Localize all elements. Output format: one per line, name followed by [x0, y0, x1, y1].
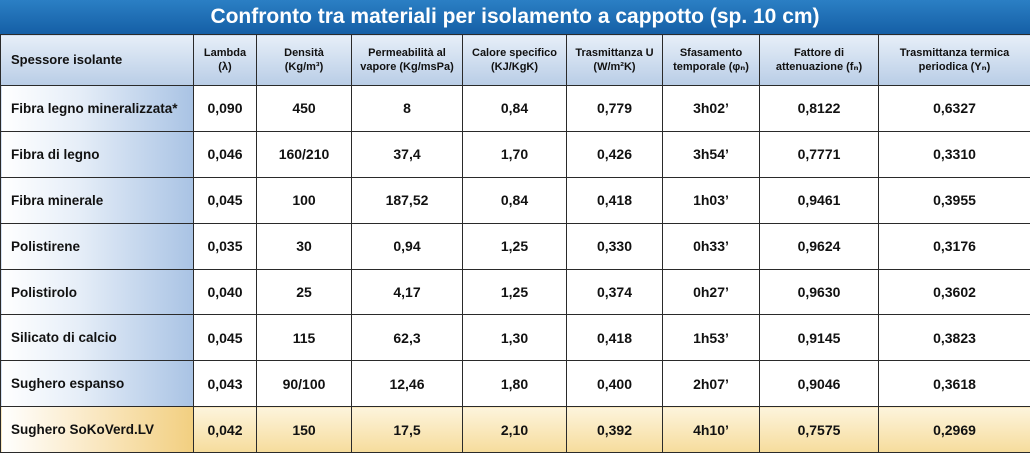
header-row: Spessore isolante Lambda (λ) Densità (Kg…	[1, 35, 1030, 86]
cell-vapour-permeability: 187,52	[352, 177, 463, 223]
cell-time-shift: 0h33’	[663, 223, 760, 269]
cell-periodic-transmittance: 0,2969	[879, 407, 1030, 453]
row-material-name: Polistirolo	[1, 269, 194, 315]
cell-attenuation-factor: 0,7771	[760, 131, 879, 177]
cell-attenuation-factor: 0,7575	[760, 407, 879, 453]
table-row: Fibra di legno 0,046 160/210 37,4 1,70 0…	[1, 131, 1030, 177]
cell-transmittance-u: 0,426	[567, 131, 663, 177]
cell-periodic-transmittance: 0,3955	[879, 177, 1030, 223]
cell-periodic-transmittance: 0,3602	[879, 269, 1030, 315]
cell-specific-heat: 0,84	[463, 86, 567, 132]
cell-specific-heat: 1,30	[463, 315, 567, 361]
cell-density: 30	[257, 223, 352, 269]
cell-attenuation-factor: 0,9630	[760, 269, 879, 315]
table-row: Polistirene 0,035 30 0,94 1,25 0,330 0h3…	[1, 223, 1030, 269]
cell-periodic-transmittance: 0,6327	[879, 86, 1030, 132]
header-material: Spessore isolante	[1, 35, 194, 86]
header-density: Densità (Kg/m³)	[257, 35, 352, 86]
row-material-name: Silicato di calcio	[1, 315, 194, 361]
cell-specific-heat: 1,25	[463, 223, 567, 269]
header-specific-heat: Calore specifico (KJ/KgK)	[463, 35, 567, 86]
cell-time-shift: 1h03’	[663, 177, 760, 223]
cell-specific-heat: 0,84	[463, 177, 567, 223]
cell-time-shift: 0h27’	[663, 269, 760, 315]
cell-lambda: 0,045	[194, 315, 257, 361]
cell-lambda: 0,045	[194, 177, 257, 223]
cell-time-shift: 3h54’	[663, 131, 760, 177]
table-row: Sughero espanso 0,043 90/100 12,46 1,80 …	[1, 361, 1030, 407]
cell-vapour-permeability: 4,17	[352, 269, 463, 315]
cell-specific-heat: 1,25	[463, 269, 567, 315]
row-material-name: Polistirene	[1, 223, 194, 269]
cell-attenuation-factor: 0,9461	[760, 177, 879, 223]
cell-specific-heat: 1,70	[463, 131, 567, 177]
cell-periodic-transmittance: 0,3618	[879, 361, 1030, 407]
cell-transmittance-u: 0,418	[567, 177, 663, 223]
cell-lambda: 0,035	[194, 223, 257, 269]
row-material-name: Sughero espanso	[1, 361, 194, 407]
cell-attenuation-factor: 0,8122	[760, 86, 879, 132]
cell-density: 115	[257, 315, 352, 361]
cell-lambda: 0,043	[194, 361, 257, 407]
cell-transmittance-u: 0,392	[567, 407, 663, 453]
row-material-name: Fibra di legno	[1, 131, 194, 177]
materials-comparison-table: Spessore isolante Lambda (λ) Densità (Kg…	[0, 34, 1030, 453]
cell-transmittance-u: 0,374	[567, 269, 663, 315]
cell-transmittance-u: 0,400	[567, 361, 663, 407]
cell-specific-heat: 1,80	[463, 361, 567, 407]
cell-periodic-transmittance: 0,3823	[879, 315, 1030, 361]
header-lambda: Lambda (λ)	[194, 35, 257, 86]
cell-transmittance-u: 0,330	[567, 223, 663, 269]
table-row: Fibra minerale 0,045 100 187,52 0,84 0,4…	[1, 177, 1030, 223]
cell-vapour-permeability: 62,3	[352, 315, 463, 361]
table-row-highlighted: Sughero SoKoVerd.LV 0,042 150 17,5 2,10 …	[1, 407, 1030, 453]
table-row: Fibra legno mineralizzata* 0,090 450 8 0…	[1, 86, 1030, 132]
cell-time-shift: 2h07’	[663, 361, 760, 407]
cell-vapour-permeability: 12,46	[352, 361, 463, 407]
table-row: Silicato di calcio 0,045 115 62,3 1,30 0…	[1, 315, 1030, 361]
table-row: Polistirolo 0,040 25 4,17 1,25 0,374 0h2…	[1, 269, 1030, 315]
row-material-name: Fibra minerale	[1, 177, 194, 223]
cell-density: 450	[257, 86, 352, 132]
header-attenuation-factor: Fattore di attenuazione (fₙ)	[760, 35, 879, 86]
cell-time-shift: 3h02’	[663, 86, 760, 132]
cell-time-shift: 4h10’	[663, 407, 760, 453]
header-transmittance-u: Trasmittanza U (W/m²K)	[567, 35, 663, 86]
cell-vapour-permeability: 8	[352, 86, 463, 132]
header-vapour-permeability: Permeabilità al vapore (Kg/msPa)	[352, 35, 463, 86]
cell-periodic-transmittance: 0,3176	[879, 223, 1030, 269]
cell-lambda: 0,046	[194, 131, 257, 177]
header-time-shift: Sfasamento temporale (φₙ)	[663, 35, 760, 86]
cell-lambda: 0,040	[194, 269, 257, 315]
cell-lambda: 0,090	[194, 86, 257, 132]
row-material-name: Fibra legno mineralizzata*	[1, 86, 194, 132]
cell-density: 90/100	[257, 361, 352, 407]
cell-density: 100	[257, 177, 352, 223]
table-title: Confronto tra materiali per isolamento a…	[0, 0, 1030, 35]
cell-transmittance-u: 0,418	[567, 315, 663, 361]
cell-density: 25	[257, 269, 352, 315]
cell-density: 150	[257, 407, 352, 453]
cell-vapour-permeability: 0,94	[352, 223, 463, 269]
cell-attenuation-factor: 0,9046	[760, 361, 879, 407]
cell-periodic-transmittance: 0,3310	[879, 131, 1030, 177]
cell-lambda: 0,042	[194, 407, 257, 453]
cell-attenuation-factor: 0,9624	[760, 223, 879, 269]
cell-vapour-permeability: 17,5	[352, 407, 463, 453]
cell-attenuation-factor: 0,9145	[760, 315, 879, 361]
row-material-name: Sughero SoKoVerd.LV	[1, 407, 194, 453]
cell-time-shift: 1h53’	[663, 315, 760, 361]
header-periodic-transmittance: Trasmittanza termica periodica (Yₙ)	[879, 35, 1030, 86]
cell-density: 160/210	[257, 131, 352, 177]
cell-transmittance-u: 0,779	[567, 86, 663, 132]
cell-vapour-permeability: 37,4	[352, 131, 463, 177]
cell-specific-heat: 2,10	[463, 407, 567, 453]
